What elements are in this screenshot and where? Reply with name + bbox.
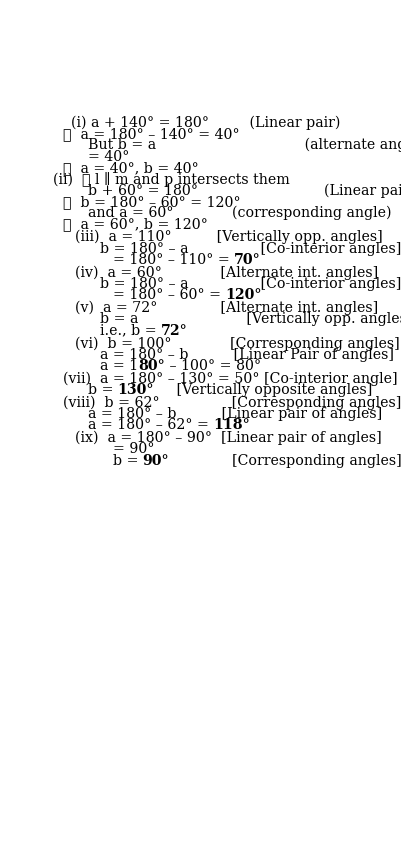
Text: a = 180° – 62° =: a = 180° – 62° =: [87, 418, 213, 432]
Text: [Corresponding angles]: [Corresponding angles]: [169, 454, 401, 468]
Text: b + 60° = 180°                            (Linear pair): b + 60° = 180° (Linear pair): [87, 184, 401, 197]
Text: (ix)  a = 180° – 90°  [Linear pair of angles]: (ix) a = 180° – 90° [Linear pair of angl…: [75, 430, 381, 445]
Text: [Vertically opposite angles]: [Vertically opposite angles]: [154, 383, 372, 397]
Text: i.e., b =: i.e., b =: [100, 324, 161, 338]
Text: 120°: 120°: [225, 288, 261, 302]
Text: (iii)  a = 110°          [Vertically opp. angles]: (iii) a = 110° [Vertically opp. angles]: [75, 230, 382, 244]
Text: b =: b =: [87, 383, 117, 397]
Text: 90°: 90°: [142, 454, 169, 468]
Text: 118°: 118°: [213, 418, 249, 432]
Text: (i) a + 140° = 180°         (Linear pair): (i) a + 140° = 180° (Linear pair): [71, 115, 340, 130]
Text: (v)  a = 72°              [Alternate int. angles]: (v) a = 72° [Alternate int. angles]: [75, 301, 377, 315]
Text: a = 180° – b          [Linear pair of angles]: a = 180° – b [Linear pair of angles]: [87, 407, 381, 421]
Text: = 180° – 110° =: = 180° – 110° =: [112, 253, 233, 267]
Text: (vi)  b = 100°             [Corresponding angles]: (vi) b = 100° [Corresponding angles]: [75, 336, 399, 351]
Text: ∴  a = 180° – 140° = 40°: ∴ a = 180° – 140° = 40°: [63, 127, 239, 141]
Text: 80°: 80°: [138, 359, 164, 373]
Text: a = 180° – b          [Linear Pair of angles]: a = 180° – b [Linear Pair of angles]: [100, 347, 393, 362]
Text: = 40°: = 40°: [87, 150, 129, 164]
Text: = 90°: = 90°: [112, 443, 154, 456]
Text: 130°: 130°: [117, 383, 154, 397]
Text: and a = 60°             (corresponding angle): and a = 60° (corresponding angle): [87, 206, 390, 221]
Text: ∴  a = 40°, b = 40°: ∴ a = 40°, b = 40°: [63, 161, 198, 175]
Text: a = 1: a = 1: [100, 359, 138, 373]
Text: ∴  b = 180° – 60° = 120°: ∴ b = 180° – 60° = 120°: [63, 195, 240, 209]
Text: ∴  a = 60°, b = 120°: ∴ a = 60°, b = 120°: [63, 217, 207, 231]
Text: (iv)  a = 60°             [Alternate int. angles]: (iv) a = 60° [Alternate int. angles]: [75, 266, 377, 280]
Text: = 180° – 60° =: = 180° – 60° =: [112, 288, 225, 302]
Text: b = 180° – a                [Co-interior angles]: b = 180° – a [Co-interior angles]: [100, 242, 401, 255]
Text: (ii)  ∵ l ∥ m and p intersects them: (ii) ∵ l ∥ m and p intersects them: [53, 171, 290, 187]
Text: 70°: 70°: [233, 253, 260, 267]
Text: (viii)  b = 62°                [Corresponding angles]: (viii) b = 62° [Corresponding angles]: [63, 396, 400, 410]
Text: 72°: 72°: [161, 324, 188, 338]
Text: b =: b =: [112, 454, 142, 468]
Text: (vii)  a = 180° – 130° = 50° [Co-interior angle]: (vii) a = 180° – 130° = 50° [Co-interior…: [63, 372, 396, 386]
Text: b = a                        [Vertically opp. angles]: b = a [Vertically opp. angles]: [100, 313, 401, 326]
Text: But b = a                                 (alternate angles): But b = a (alternate angles): [87, 138, 401, 152]
Text: b = 180° – a                [Co-interior angles]: b = 180° – a [Co-interior angles]: [100, 277, 401, 291]
Text: – 100° = 80°: – 100° = 80°: [164, 359, 260, 373]
